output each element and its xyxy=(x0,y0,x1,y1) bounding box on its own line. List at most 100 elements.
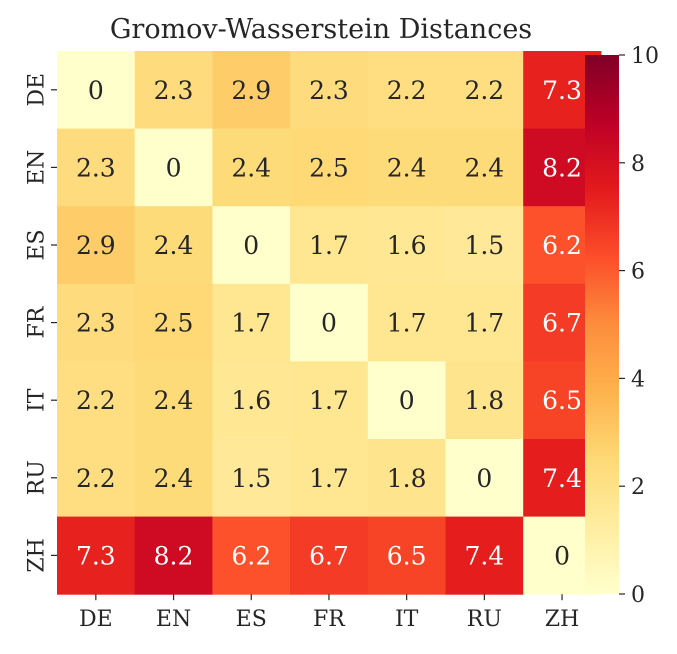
x-tick-label: ES xyxy=(236,607,267,632)
cell-value-label: 0 xyxy=(399,386,415,415)
cell-value-label: 2.9 xyxy=(76,231,116,260)
heatmap-cell xyxy=(367,51,446,130)
heatmap-cell xyxy=(212,439,291,518)
heatmap-cell xyxy=(367,283,446,362)
cell-value-label: 6.2 xyxy=(542,231,582,260)
cell-value-label: 2.9 xyxy=(231,76,271,105)
cell-value-label: 1.6 xyxy=(231,386,271,415)
heatmap-cell xyxy=(445,283,524,362)
cell-value-label: 1.6 xyxy=(387,231,427,260)
colorbar-tick-label: 2 xyxy=(631,475,645,500)
cell-value-label: 2.5 xyxy=(309,153,349,182)
y-tick-label: FR xyxy=(25,305,50,338)
chart-title: Gromov-Wasserstein Distances xyxy=(110,14,532,45)
heatmap-cell xyxy=(134,439,213,518)
heatmap-cell xyxy=(445,516,524,595)
cell-value-label: 7.4 xyxy=(542,464,582,493)
y-tick-label: EN xyxy=(25,150,50,185)
cell-value-label: 0 xyxy=(321,309,337,338)
y-tick-label: DE xyxy=(25,73,50,107)
cell-value-label: 6.5 xyxy=(542,386,582,415)
cell-value-label: 7.4 xyxy=(464,541,504,570)
x-tick-label: RU xyxy=(467,607,502,632)
heatmap-cell xyxy=(212,283,291,362)
y-tick-label: ZH xyxy=(25,538,50,572)
heatmap-cell xyxy=(290,361,369,440)
cell-value-label: 0 xyxy=(476,464,492,493)
cell-value-label: 6.5 xyxy=(387,541,427,570)
cell-value-label: 2.2 xyxy=(76,464,116,493)
heatmap-cells: 0 2.3 2.9 2.3 2.2 2.2 7.3 2.3 0 2.4 2.5 2.4 2.4 8.2 2.… xyxy=(57,51,602,595)
heatmap-cell xyxy=(290,51,369,130)
colorbar-tick-label: 6 xyxy=(631,260,645,285)
colorbar-tick-label: 4 xyxy=(631,367,645,392)
y-tick-label: ES xyxy=(25,229,50,260)
cell-value-label: 1.7 xyxy=(231,309,271,338)
x-tick-label: IT xyxy=(395,607,419,632)
cell-value-label: 1.7 xyxy=(309,464,349,493)
heatmap-cell xyxy=(367,439,446,518)
y-tick-label: IT xyxy=(25,388,50,412)
heatmap-cell xyxy=(290,206,369,285)
cell-value-label: 6.2 xyxy=(231,541,271,570)
cell-value-label: 2.3 xyxy=(76,153,116,182)
cell-value-label: 6.7 xyxy=(309,541,349,570)
cell-value-label: 0 xyxy=(88,76,104,105)
x-tick-label: FR xyxy=(313,607,346,632)
heatmap-cell xyxy=(290,439,369,518)
heatmap-cell xyxy=(57,51,136,130)
heatmap-cell xyxy=(134,516,213,595)
heatmap-cell xyxy=(290,283,369,362)
y-tick-label: RU xyxy=(25,460,50,495)
heatmap-cell xyxy=(134,361,213,440)
heatmap-cell xyxy=(212,516,291,595)
heatmap-cell xyxy=(134,206,213,285)
x-tick-label: ZH xyxy=(545,607,579,632)
heatmap-cell xyxy=(367,128,446,207)
y-axis: DE EN ES FR IT RU ZH xyxy=(25,73,57,573)
cell-value-label: 0 xyxy=(243,231,259,260)
x-tick-label: DE xyxy=(79,607,113,632)
heatmap-cell xyxy=(212,361,291,440)
cell-value-label: 1.5 xyxy=(464,231,504,260)
heatmap-cell xyxy=(445,439,524,518)
cell-value-label: 1.7 xyxy=(387,309,427,338)
cell-value-label: 0 xyxy=(554,541,570,570)
cell-value-label: 2.4 xyxy=(231,153,271,182)
x-axis: DE EN ES FR IT RU ZH xyxy=(79,594,579,632)
cell-value-label: 2.4 xyxy=(154,386,194,415)
cell-value-label: 0 xyxy=(166,153,182,182)
cell-value-label: 8.2 xyxy=(542,153,582,182)
heatmap-cell xyxy=(445,206,524,285)
colorbar-tick-label: 0 xyxy=(631,583,645,608)
cell-value-label: 2.3 xyxy=(309,76,349,105)
colorbar-tick-label: 10 xyxy=(631,44,659,69)
heatmap-cell xyxy=(212,128,291,207)
heatmap-cell xyxy=(57,439,136,518)
heatmap-cell xyxy=(134,283,213,362)
heatmap-cell xyxy=(367,206,446,285)
heatmap-cell xyxy=(367,361,446,440)
cell-value-label: 2.2 xyxy=(387,76,427,105)
heatmap-cell xyxy=(212,51,291,130)
cell-value-label: 2.4 xyxy=(464,153,504,182)
cell-value-label: 6.7 xyxy=(542,309,582,338)
cell-value-label: 7.3 xyxy=(76,541,116,570)
heatmap-cell xyxy=(57,128,136,207)
cell-value-label: 2.4 xyxy=(154,464,194,493)
cell-value-label: 2.5 xyxy=(154,309,194,338)
heatmap-cell xyxy=(290,128,369,207)
cell-value-label: 2.3 xyxy=(154,76,194,105)
cell-value-label: 1.7 xyxy=(464,309,504,338)
colorbar: 0 2 4 6 8 10 xyxy=(585,44,659,608)
cell-value-label: 1.7 xyxy=(309,386,349,415)
cell-value-label: 2.2 xyxy=(464,76,504,105)
cell-value-label: 2.4 xyxy=(387,153,427,182)
cell-value-label: 7.3 xyxy=(542,76,582,105)
cell-value-label: 2.2 xyxy=(76,386,116,415)
heatmap-cell xyxy=(134,128,213,207)
heatmap-cell xyxy=(134,51,213,130)
heatmap-cell xyxy=(445,361,524,440)
cell-value-label: 2.4 xyxy=(154,231,194,260)
